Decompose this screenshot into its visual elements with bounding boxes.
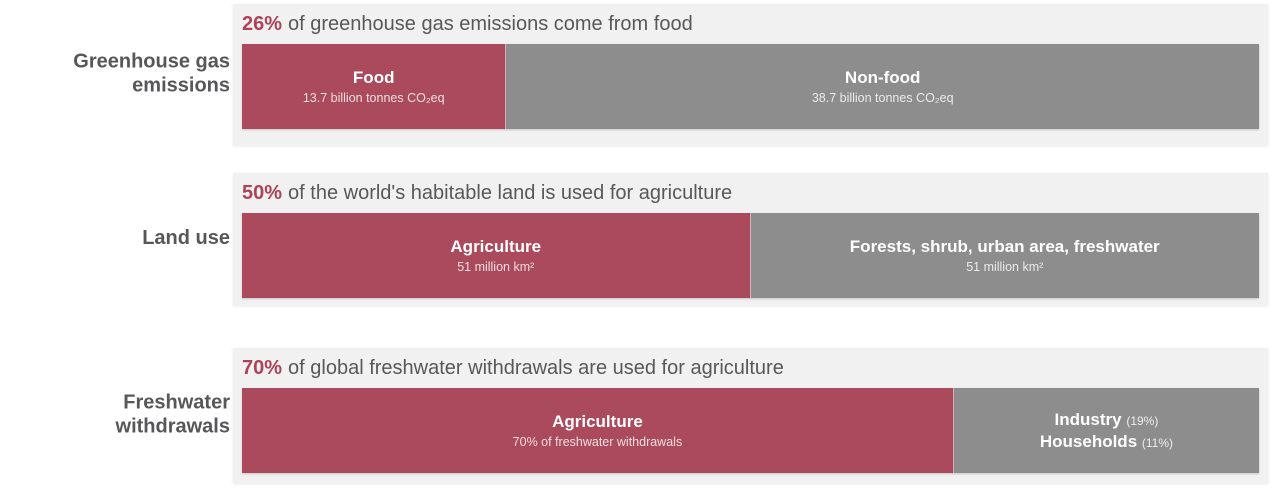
segment-title: Forests, shrub, urban area, freshwater: [849, 236, 1160, 256]
stacked-bar-emissions: Food 13.7 billion tonnes CO₂eq Non-food …: [242, 44, 1259, 129]
segment-title-note: (11%): [1141, 435, 1174, 450]
panel-freshwater-withdrawals: 70% of global freshwater withdrawals are …: [233, 348, 1268, 483]
headline-text: of global freshwater withdrawals are use…: [288, 357, 784, 379]
segment-title-households: Households (11%): [1040, 431, 1173, 452]
headline-freshwater: 70% of global freshwater withdrawals are …: [242, 355, 1259, 381]
headline-text: of greenhouse gas emissions come from fo…: [288, 13, 693, 35]
segment-subtitle: 13.7 billion tonnes CO₂eq: [302, 91, 445, 105]
segment-title-text: Households: [1039, 431, 1138, 451]
headline-greenhouse-gas: 26% of greenhouse gas emissions come from…: [242, 11, 1259, 37]
segment-title: Non-food: [844, 67, 921, 87]
headline-percent: 26%: [242, 13, 283, 35]
segment-subtitle: 70% of freshwater withdrawals: [512, 435, 683, 449]
row-label-greenhouse-gas-emissions: Greenhouse gas emissions: [73, 50, 230, 96]
bar-segment-food: Food 13.7 billion tonnes CO₂eq: [242, 44, 507, 129]
bar-segment-other-land: Forests, shrub, urban area, freshwater 5…: [750, 213, 1259, 298]
segment-title: Agriculture: [552, 411, 643, 431]
stacked-bar-land-use: Agriculture 51 million km² Forests, shru…: [242, 213, 1259, 298]
row-label-land-use: Land use: [142, 227, 230, 250]
segment-subtitle: 51 million km²: [457, 260, 535, 274]
panel-greenhouse-gas-emissions: 26% of greenhouse gas emissions come from…: [233, 4, 1268, 145]
segment-subtitle: 38.7 billion tonnes CO₂eq: [811, 91, 954, 105]
segment-title-industry: Industry (19%): [1055, 409, 1159, 430]
bar-segment-agriculture-water: Agriculture 70% of freshwater withdrawal…: [242, 388, 954, 473]
bar-segment-agriculture-land: Agriculture 51 million km²: [242, 213, 751, 298]
headline-text: of the world's habitable land is used fo…: [288, 182, 733, 204]
panel-land-use: 50% of the world's habitable land is used…: [233, 173, 1268, 305]
segment-title-text: Industry: [1054, 410, 1122, 430]
headline-percent: 70%: [242, 357, 283, 379]
stacked-bar-freshwater: Agriculture 70% of freshwater withdrawal…: [242, 388, 1259, 473]
segment-subtitle: 51 million km²: [966, 260, 1044, 274]
headline-land-use: 50% of the world's habitable land is used…: [242, 180, 1259, 206]
headline-percent: 50%: [242, 182, 283, 204]
segment-title: Food: [352, 67, 395, 87]
segment-title-note: (19%): [1126, 414, 1159, 429]
row-label-freshwater-withdrawals: Freshwater withdrawals: [115, 391, 230, 437]
bar-segment-industry-households: Industry (19%) Households (11%): [953, 388, 1259, 473]
bar-segment-non-food: Non-food 38.7 billion tonnes CO₂eq: [506, 44, 1259, 129]
segment-title: Agriculture: [450, 236, 542, 256]
